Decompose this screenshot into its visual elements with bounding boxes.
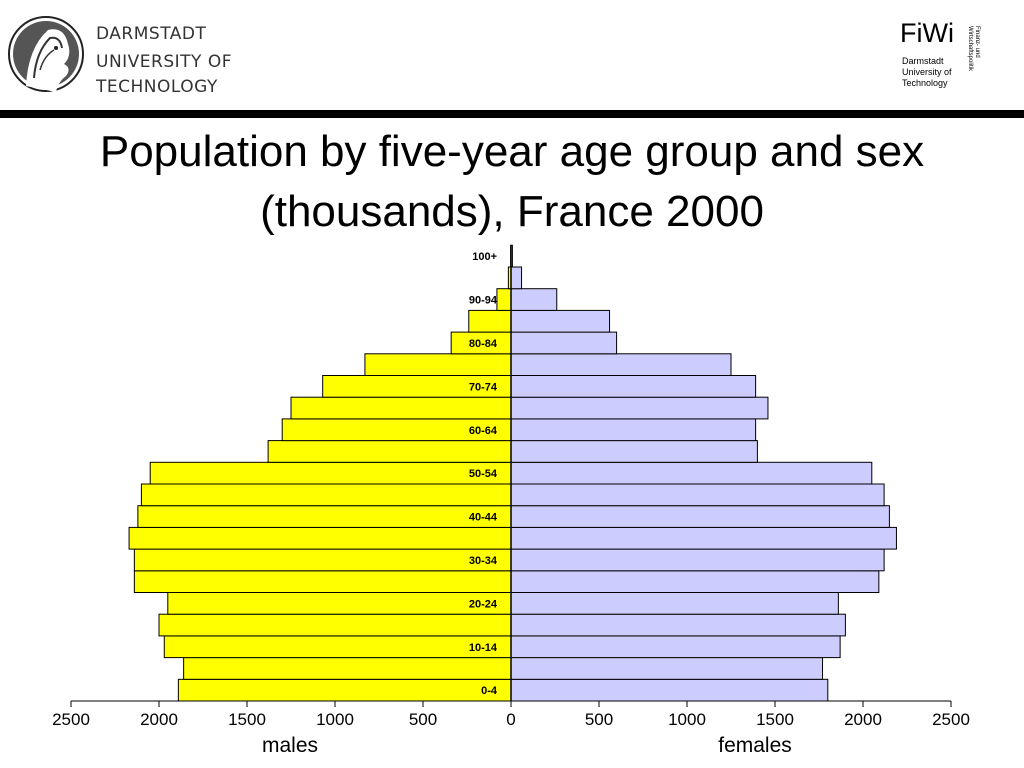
bar-males-10-14 xyxy=(163,635,512,659)
age-group-label: 60-64 xyxy=(469,425,498,437)
bar-females-95-99 xyxy=(510,266,523,290)
category-labels-layer: 0-4 10-14 20-24 30-34 40-44 50-54 60-64 70-74 80… xyxy=(469,251,498,697)
bar-females-80-84 xyxy=(510,331,618,355)
bar-females-75-79 xyxy=(510,353,732,377)
bar-males-45-49 xyxy=(140,483,512,507)
bar-females-0-4 xyxy=(510,678,829,702)
x-tick-label: 2500 xyxy=(932,710,970,729)
x-tick-label: 500 xyxy=(585,710,613,729)
age-group-label: 70-74 xyxy=(469,381,498,393)
bar-males-30-34 xyxy=(133,548,512,572)
x-tick-label: 1500 xyxy=(756,710,794,729)
bar-males-75-79 xyxy=(364,353,512,377)
fiwi-vertical-text: Finanz- und Wirtschaftspolitik xyxy=(967,26,980,72)
bar-females-55-59 xyxy=(510,440,758,463)
header-divider xyxy=(0,110,1024,118)
chart-title-line-2: (thousands), France 2000 xyxy=(260,187,764,236)
chart-title-line-1: Population by five-year age group and se… xyxy=(99,127,925,176)
bar-females-65-69 xyxy=(510,396,769,420)
x-tick-label: 500 xyxy=(409,710,437,729)
bar-females-40-44 xyxy=(510,505,890,528)
x-tick-label: 0 xyxy=(506,710,515,729)
bar-males-5-9 xyxy=(183,657,512,680)
age-group-label: 50-54 xyxy=(469,468,498,480)
age-group-label: 100+ xyxy=(472,251,497,263)
bar-females-85-89 xyxy=(510,309,611,333)
bar-females-5-9 xyxy=(510,657,824,680)
bar-males-50-54 xyxy=(149,461,512,485)
population-pyramid-chart: 0-4 10-14 20-24 30-34 40-44 50-54 60-64 70-74 80… xyxy=(52,244,970,757)
age-group-label: 10-14 xyxy=(469,642,498,654)
x-tick-label: 2500 xyxy=(52,710,90,729)
bar-males-20-24 xyxy=(167,592,512,615)
age-group-label: 40-44 xyxy=(469,512,498,524)
university-name-line-3: TECHNOLOGY xyxy=(96,77,218,97)
x-tick-label: 1500 xyxy=(228,710,266,729)
bar-males-40-44 xyxy=(137,505,512,528)
fiwi-logo: FiWi xyxy=(900,18,954,48)
x-axis: 2500 2000 1500 1000 500 0 500 1000 1500 2000 2500 xyxy=(52,700,970,729)
bar-females-20-24 xyxy=(510,592,839,615)
age-group-label: 0-4 xyxy=(481,685,498,697)
age-group-label: 20-24 xyxy=(469,598,498,610)
bar-females-70-74 xyxy=(510,375,757,398)
x-tick-label: 1000 xyxy=(668,710,706,729)
athena-logo xyxy=(8,16,84,92)
bar-females-50-54 xyxy=(510,461,873,485)
age-group-label: 80-84 xyxy=(469,338,498,350)
bar-females-10-14 xyxy=(510,635,841,659)
bar-males-25-29 xyxy=(133,570,512,593)
bar-females-30-34 xyxy=(510,548,885,572)
x-tick-label: 1000 xyxy=(316,710,354,729)
fiwi-brand: FiWi Darmstadt University of Technology … xyxy=(896,18,1016,98)
age-group-label: 30-34 xyxy=(469,555,498,567)
bar-females-45-49 xyxy=(510,483,885,507)
bar-females-90-94 xyxy=(510,288,558,311)
bar-females-60-64 xyxy=(510,418,757,442)
bar-males-35-39 xyxy=(128,526,512,550)
bar-females-15-19 xyxy=(510,613,846,637)
bar-males-85-89 xyxy=(468,309,512,333)
bar-males-55-59 xyxy=(267,440,512,463)
bar-males-90-94 xyxy=(496,288,512,311)
university-name-line-2: UNIVERSITY OF xyxy=(96,52,232,72)
x-tick-label: 2000 xyxy=(844,710,882,729)
bar-females-25-29 xyxy=(510,570,880,593)
bar-females-35-39 xyxy=(510,526,897,550)
bar-males-65-69 xyxy=(290,396,512,420)
age-group-label: 90-94 xyxy=(469,295,498,307)
bar-males-15-19 xyxy=(158,613,512,637)
bar-males-0-4 xyxy=(177,678,512,702)
bars-layer xyxy=(128,244,897,702)
x-axis-label-males: males xyxy=(262,734,318,757)
fiwi-subtitle: Darmstadt University of Technology xyxy=(902,56,952,88)
university-name-line-1: DARMSTADT xyxy=(96,24,207,44)
x-tick-label: 2000 xyxy=(140,710,178,729)
x-axis-label-females: females xyxy=(718,734,792,757)
